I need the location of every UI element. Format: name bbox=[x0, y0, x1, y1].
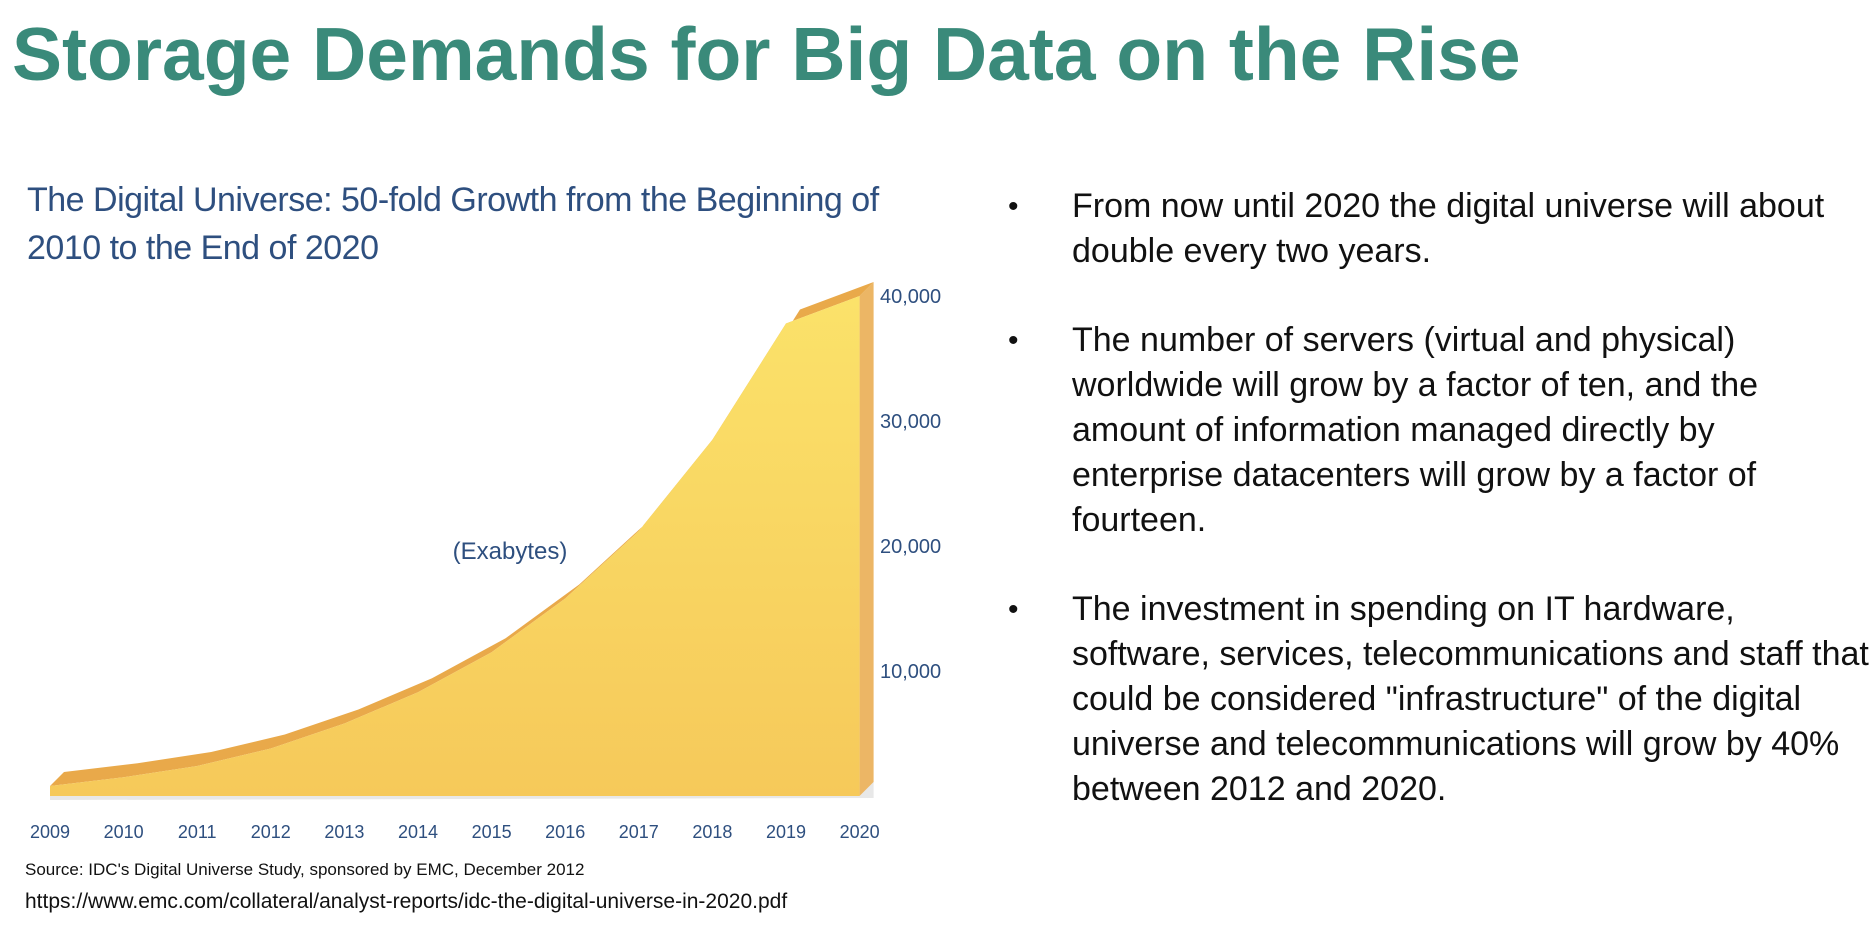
x-tick-2018: 2018 bbox=[692, 822, 732, 842]
bullet-dot: • bbox=[1008, 190, 1019, 223]
unit-label: (Exabytes) bbox=[453, 538, 568, 565]
x-tick-2011: 2011 bbox=[178, 822, 217, 842]
bullet-item: • The investment in spending on IT hardw… bbox=[1000, 587, 1870, 812]
bullet-text: From now until 2020 the digital universe… bbox=[1072, 187, 1825, 270]
x-tick-2017: 2017 bbox=[619, 822, 659, 842]
area-floor bbox=[50, 782, 874, 800]
y-tick-40000: 40,000 bbox=[880, 286, 941, 308]
area-side bbox=[859, 282, 874, 796]
y-tick-10000: 10,000 bbox=[880, 661, 941, 683]
y-tick-20000: 20,000 bbox=[880, 536, 941, 558]
bullet-dot: • bbox=[1008, 593, 1019, 626]
x-tick-2009: 2009 bbox=[30, 822, 70, 842]
source-url[interactable]: https://www.emc.com/collateral/analyst-r… bbox=[25, 890, 788, 913]
x-tick-2010: 2010 bbox=[104, 822, 144, 842]
x-tick-2015: 2015 bbox=[472, 822, 512, 842]
x-tick-2019: 2019 bbox=[766, 822, 806, 842]
bullet-item: • The number of servers (virtual and phy… bbox=[1000, 318, 1870, 543]
x-tick-2013: 2013 bbox=[324, 822, 364, 842]
x-tick-2016: 2016 bbox=[545, 822, 585, 842]
x-tick-2020: 2020 bbox=[840, 822, 880, 842]
chart-title: The Digital Universe: 50-fold Growth fro… bbox=[27, 181, 879, 267]
x-tick-2012: 2012 bbox=[251, 822, 291, 842]
digital-universe-chart: 2009 2010 2011 2012 2013 2014 2015 2016 2017 2018… bbox=[30, 282, 941, 842]
bullet-item: • From now until 2020 the digital univer… bbox=[1000, 184, 1870, 274]
area-series bbox=[50, 296, 860, 796]
x-tick-2014: 2014 bbox=[398, 822, 438, 842]
bullet-dot: • bbox=[1008, 324, 1019, 357]
bullet-text: The investment in spending on IT hardwar… bbox=[1072, 590, 1869, 808]
y-tick-30000: 30,000 bbox=[880, 411, 941, 433]
bullet-text: The number of servers (virtual and physi… bbox=[1072, 321, 1759, 539]
slide-title: Storage Demands for Big Data on the Rise bbox=[12, 12, 1521, 96]
source-note: Source: IDC's Digital Universe Study, sp… bbox=[25, 860, 585, 879]
bullet-list: • From now until 2020 the digital univer… bbox=[1000, 184, 1870, 856]
